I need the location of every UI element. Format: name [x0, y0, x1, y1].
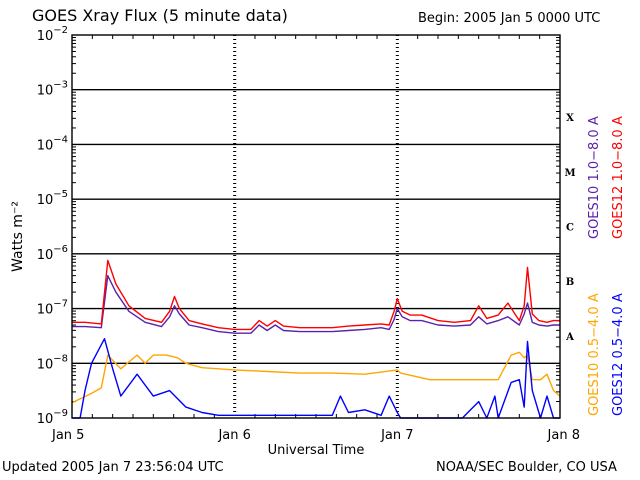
y-tick-label: 10−3 [37, 80, 68, 99]
legend-entry: GOES10 1.0−8.0 A [587, 116, 602, 239]
series-line-1 [72, 259, 560, 331]
updated-footer: Updated 2005 Jan 7 23:56:04 UTC [2, 460, 224, 475]
y-tick-label: 10−4 [37, 134, 68, 153]
flare-class-label: A [565, 332, 574, 343]
series-line-3 [72, 338, 560, 419]
begin-label: Begin: 2005 Jan 5 0000 UTC [418, 11, 601, 26]
x-tick-label: Jan 5 [51, 428, 84, 443]
y-tick-label: 10−6 [37, 244, 68, 263]
y-tick-label: 10−2 [37, 25, 68, 44]
flare-class-label: X [566, 113, 574, 124]
x-axis-label: Universal Time [268, 443, 365, 458]
y-axis-label: Watts m⁻² [10, 201, 26, 272]
flare-class-label: M [564, 168, 575, 179]
legend-entry: GOES10 0.5−4.0 A [587, 293, 602, 416]
flare-class-label: B [566, 277, 574, 288]
legend-entry: GOES12 0.5−4.0 A [611, 293, 626, 416]
y-tick-label: 10−5 [37, 189, 68, 208]
chart-title: GOES Xray Flux (5 minute data) [32, 6, 288, 25]
x-tick-label: Jan 7 [380, 428, 413, 443]
series-line-0 [72, 275, 560, 334]
plot-frame [71, 34, 561, 419]
y-tick-label: 10−9 [37, 408, 68, 427]
flare-class-label: C [566, 223, 574, 234]
x-tick-label: Jan 8 [547, 428, 580, 443]
legend-entry: GOES12 1.0−8.0 A [611, 116, 626, 239]
x-tick-label: Jan 6 [217, 428, 250, 443]
credit-footer: NOAA/SEC Boulder, CO USA [436, 460, 617, 475]
series-line-2 [71, 351, 561, 404]
y-tick-label: 10−8 [37, 353, 68, 372]
y-tick-label: 10−7 [37, 299, 68, 318]
